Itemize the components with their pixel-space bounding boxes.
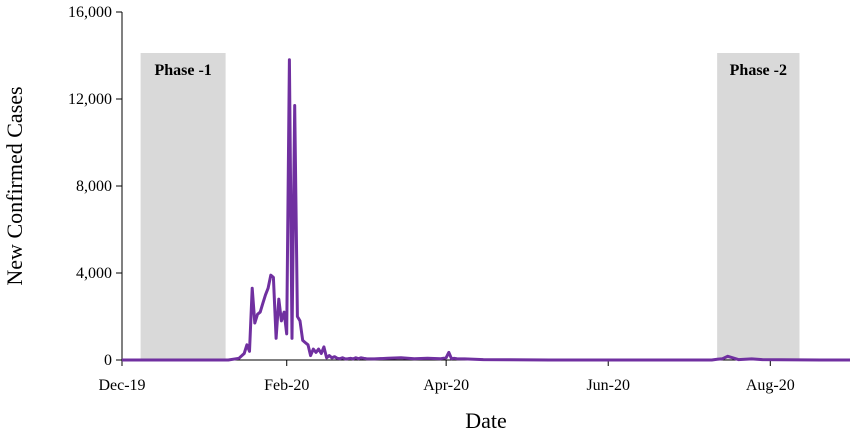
- phase-band-1: [140, 53, 226, 360]
- y-tick-label: 16,000: [68, 4, 112, 21]
- y-axis-ticks: 0 4,000 8,000 12,000 16,000: [68, 4, 122, 369]
- x-tick-label: Aug-20: [746, 377, 795, 394]
- y-tick-label: 12,000: [68, 91, 112, 108]
- x-tick-label: Feb-20: [264, 377, 309, 394]
- phase-label-2: Phase -2: [730, 62, 787, 79]
- x-axis-ticks: Dec-19 Feb-20 Apr-20 Jun-20 Aug-20: [98, 360, 795, 394]
- y-tick-label: 0: [104, 352, 112, 369]
- phase-bands: Phase -1 Phase -2: [140, 53, 800, 360]
- y-tick-label: 4,000: [76, 265, 112, 282]
- x-tick-label: Apr-20: [423, 377, 469, 394]
- x-axis-title: Date: [465, 408, 507, 433]
- new-cases-line: [122, 58, 850, 362]
- phase-label-1: Phase -1: [154, 62, 211, 79]
- phase-band-2: [717, 53, 800, 360]
- y-tick-label: 8,000: [76, 178, 112, 195]
- y-axis-title: New Confirmed Cases: [2, 86, 27, 285]
- x-tick-label: Dec-19: [98, 377, 145, 394]
- x-tick-label: Jun-20: [586, 377, 630, 394]
